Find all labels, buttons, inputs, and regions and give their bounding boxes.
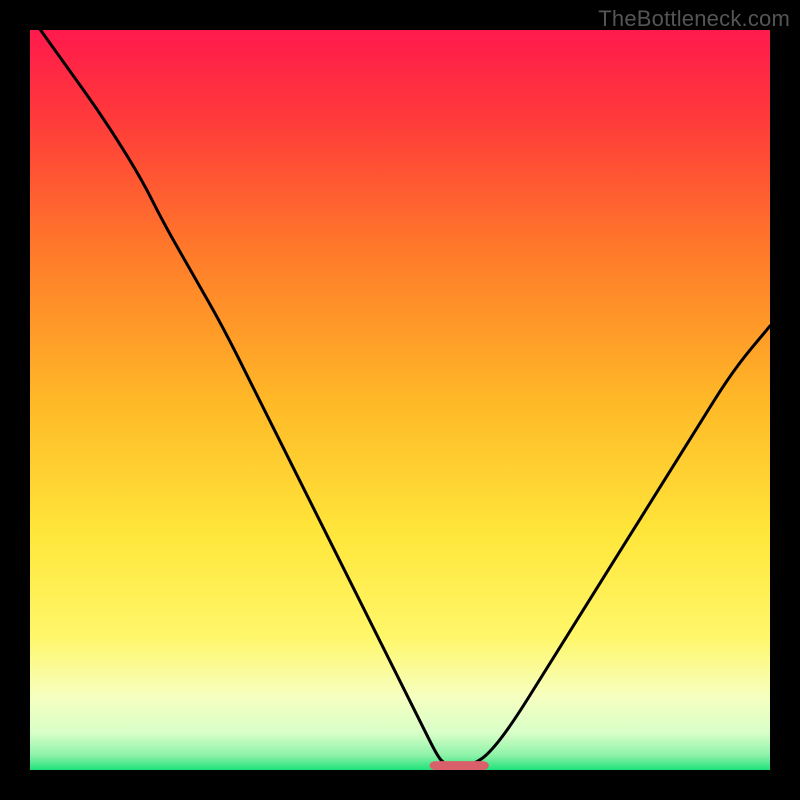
bottleneck-curve-chart [0, 0, 800, 800]
watermark-text: TheBottleneck.com [598, 6, 790, 32]
curve-min-marker [430, 761, 489, 770]
chart-container: TheBottleneck.com [0, 0, 800, 800]
chart-background [30, 30, 770, 770]
